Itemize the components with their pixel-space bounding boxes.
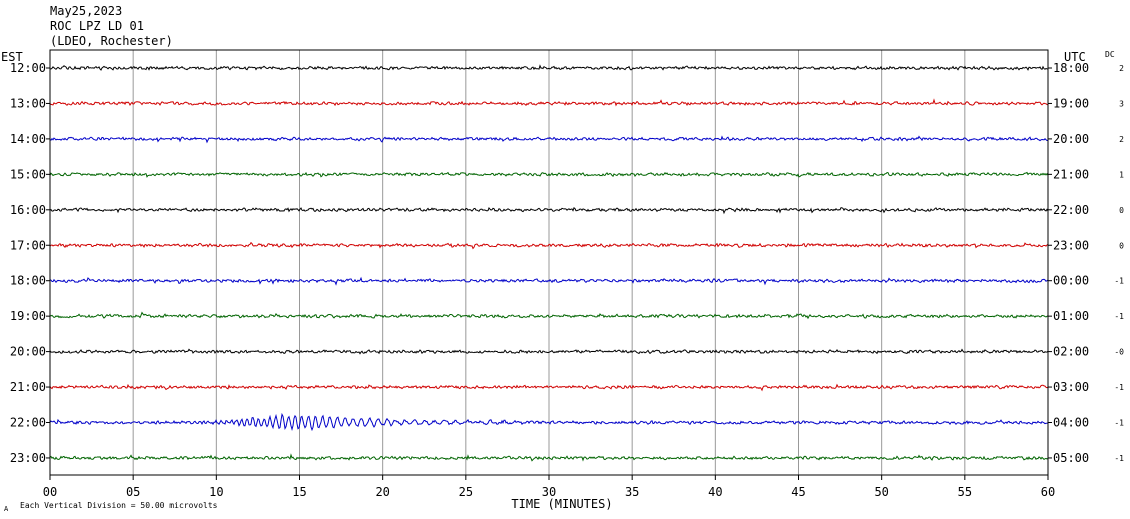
- trace-row: [49, 64, 1049, 71]
- trace-row: [49, 276, 1049, 286]
- trace-row: [49, 453, 1049, 462]
- footer-note: Each Vertical Division = 50.00 microvolt…: [20, 501, 218, 510]
- utc-hour-label: 18:00: [1053, 61, 1089, 75]
- est-hour-label: 18:00: [10, 274, 46, 288]
- plot-frame: [49, 49, 1049, 476]
- footer-mark: A: [4, 505, 9, 513]
- left-axis-label: EST: [1, 50, 23, 64]
- utc-hour-label: 19:00: [1053, 96, 1089, 110]
- x-tick-label: 10: [209, 485, 223, 499]
- est-hour-label: 22:00: [10, 416, 46, 430]
- utc-hour-label: 05:00: [1053, 451, 1089, 465]
- station-network: (LDEO, Rochester): [50, 34, 173, 48]
- est-hour-label: 12:00: [10, 61, 46, 75]
- trace-row: [49, 412, 1049, 432]
- est-hour-label: 19:00: [10, 309, 46, 323]
- trace-row: [49, 206, 1049, 215]
- traces: [49, 64, 1049, 462]
- utc-hour-label: 04:00: [1053, 416, 1089, 430]
- x-tick-label: 55: [958, 485, 972, 499]
- trace-row: [49, 311, 1049, 320]
- x-tick-label: 30: [542, 485, 556, 499]
- x-tick-label: 05: [126, 485, 140, 499]
- trace-row: [49, 348, 1049, 355]
- trace-row: [49, 241, 1049, 250]
- dc-offset-label: -1: [1114, 419, 1124, 428]
- x-tick-label: 50: [874, 485, 888, 499]
- dc-offset-label: -1: [1114, 383, 1124, 392]
- x-tick-label: 35: [625, 485, 639, 499]
- dc-label: DC: [1105, 50, 1115, 59]
- utc-hour-label: 01:00: [1053, 309, 1089, 323]
- dc-offset-label: -1: [1114, 454, 1124, 463]
- x-tick-label: 20: [375, 485, 389, 499]
- utc-hour-label: 21:00: [1053, 167, 1089, 181]
- dc-offset-label: 0: [1119, 206, 1124, 215]
- est-hour-label: 23:00: [10, 451, 46, 465]
- utc-hour-label: 23:00: [1053, 238, 1089, 252]
- trace-row: [49, 171, 1049, 178]
- est-hour-label: 20:00: [10, 345, 46, 359]
- trace-row: [49, 383, 1049, 392]
- utc-hour-label: 02:00: [1053, 345, 1089, 359]
- x-tick-label: 15: [292, 485, 306, 499]
- x-tick-label: 60: [1041, 485, 1055, 499]
- trace-row: [49, 98, 1049, 107]
- dc-offset-label: 2: [1119, 64, 1124, 73]
- trace-row: [49, 135, 1049, 144]
- utc-hour-label: 22:00: [1053, 203, 1089, 217]
- est-hour-label: 15:00: [10, 167, 46, 181]
- est-hour-label: 17:00: [10, 238, 46, 252]
- x-tick-label: 00: [43, 485, 57, 499]
- x-tick-label: 40: [708, 485, 722, 499]
- dc-offset-label: -0: [1114, 348, 1124, 357]
- grid: [46, 50, 1052, 480]
- utc-hour-label: 00:00: [1053, 274, 1089, 288]
- dc-offset-label: 1: [1119, 170, 1124, 179]
- x-axis-label: TIME (MINUTES): [511, 497, 612, 511]
- est-hour-label: 14:00: [10, 132, 46, 146]
- chart-date: May25,2023: [50, 4, 123, 18]
- utc-hour-label: 20:00: [1053, 132, 1089, 146]
- est-hour-label: 16:00: [10, 203, 46, 217]
- right-axis-label: UTC: [1064, 50, 1086, 64]
- x-tick-label: 45: [791, 485, 805, 499]
- dc-offset-label: -1: [1114, 277, 1124, 286]
- est-hour-label: 21:00: [10, 380, 46, 394]
- dc-offset-label: 3: [1119, 99, 1124, 108]
- utc-hour-label: 03:00: [1053, 380, 1089, 394]
- dc-offset-label: -1: [1114, 312, 1124, 321]
- dc-offset-label: 2: [1119, 135, 1124, 144]
- dc-offset-label: 0: [1119, 241, 1124, 250]
- station-name: ROC LPZ LD 01: [50, 19, 144, 33]
- x-tick-label: 25: [459, 485, 473, 499]
- est-hour-label: 13:00: [10, 96, 46, 110]
